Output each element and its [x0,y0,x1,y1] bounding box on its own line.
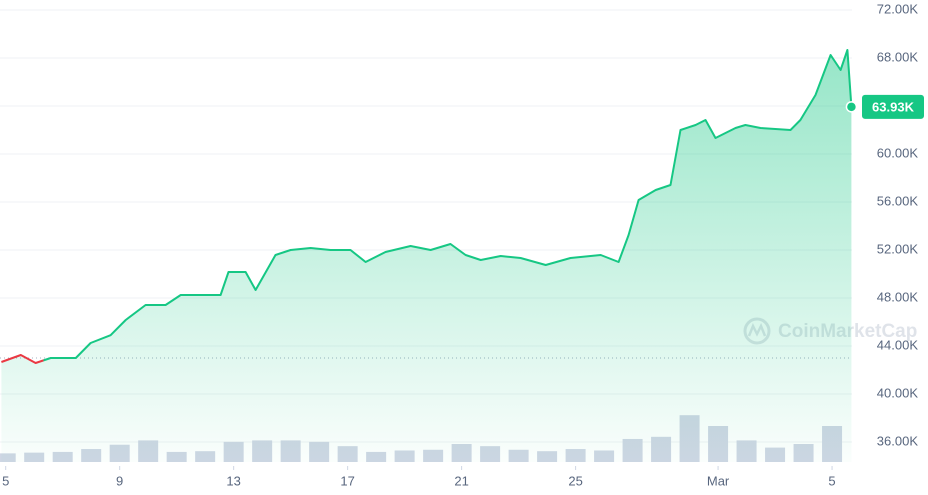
x-tick-label: 9 [116,473,123,488]
x-tick-label: Mar [707,473,730,488]
y-tick-label: 60.00K [877,145,919,160]
price-tag [862,94,924,119]
x-tick-label: 13 [226,473,240,488]
x-tick-label: 5 [2,473,9,488]
y-tick-label: 52.00K [877,241,919,256]
price-area [1,50,852,462]
y-tick-label: 72.00K [877,1,919,16]
x-tick-label: 5 [828,473,835,488]
x-tick-label: 17 [340,473,354,488]
price-tag-label: 63.93K [872,99,915,114]
y-tick-label: 56.00K [877,193,919,208]
current-dot [845,101,858,113]
y-tick-label: 68.00K [877,49,919,64]
x-tick-label: 21 [454,473,468,488]
y-tick-label: 48.00K [877,289,919,304]
x-tick-label: 25 [568,473,582,488]
price-line [1,49,853,364]
y-tick-label: 44.00K [877,337,919,352]
y-tick-label: 36.00K [877,433,919,448]
y-tick-label: 40.00K [877,385,919,400]
